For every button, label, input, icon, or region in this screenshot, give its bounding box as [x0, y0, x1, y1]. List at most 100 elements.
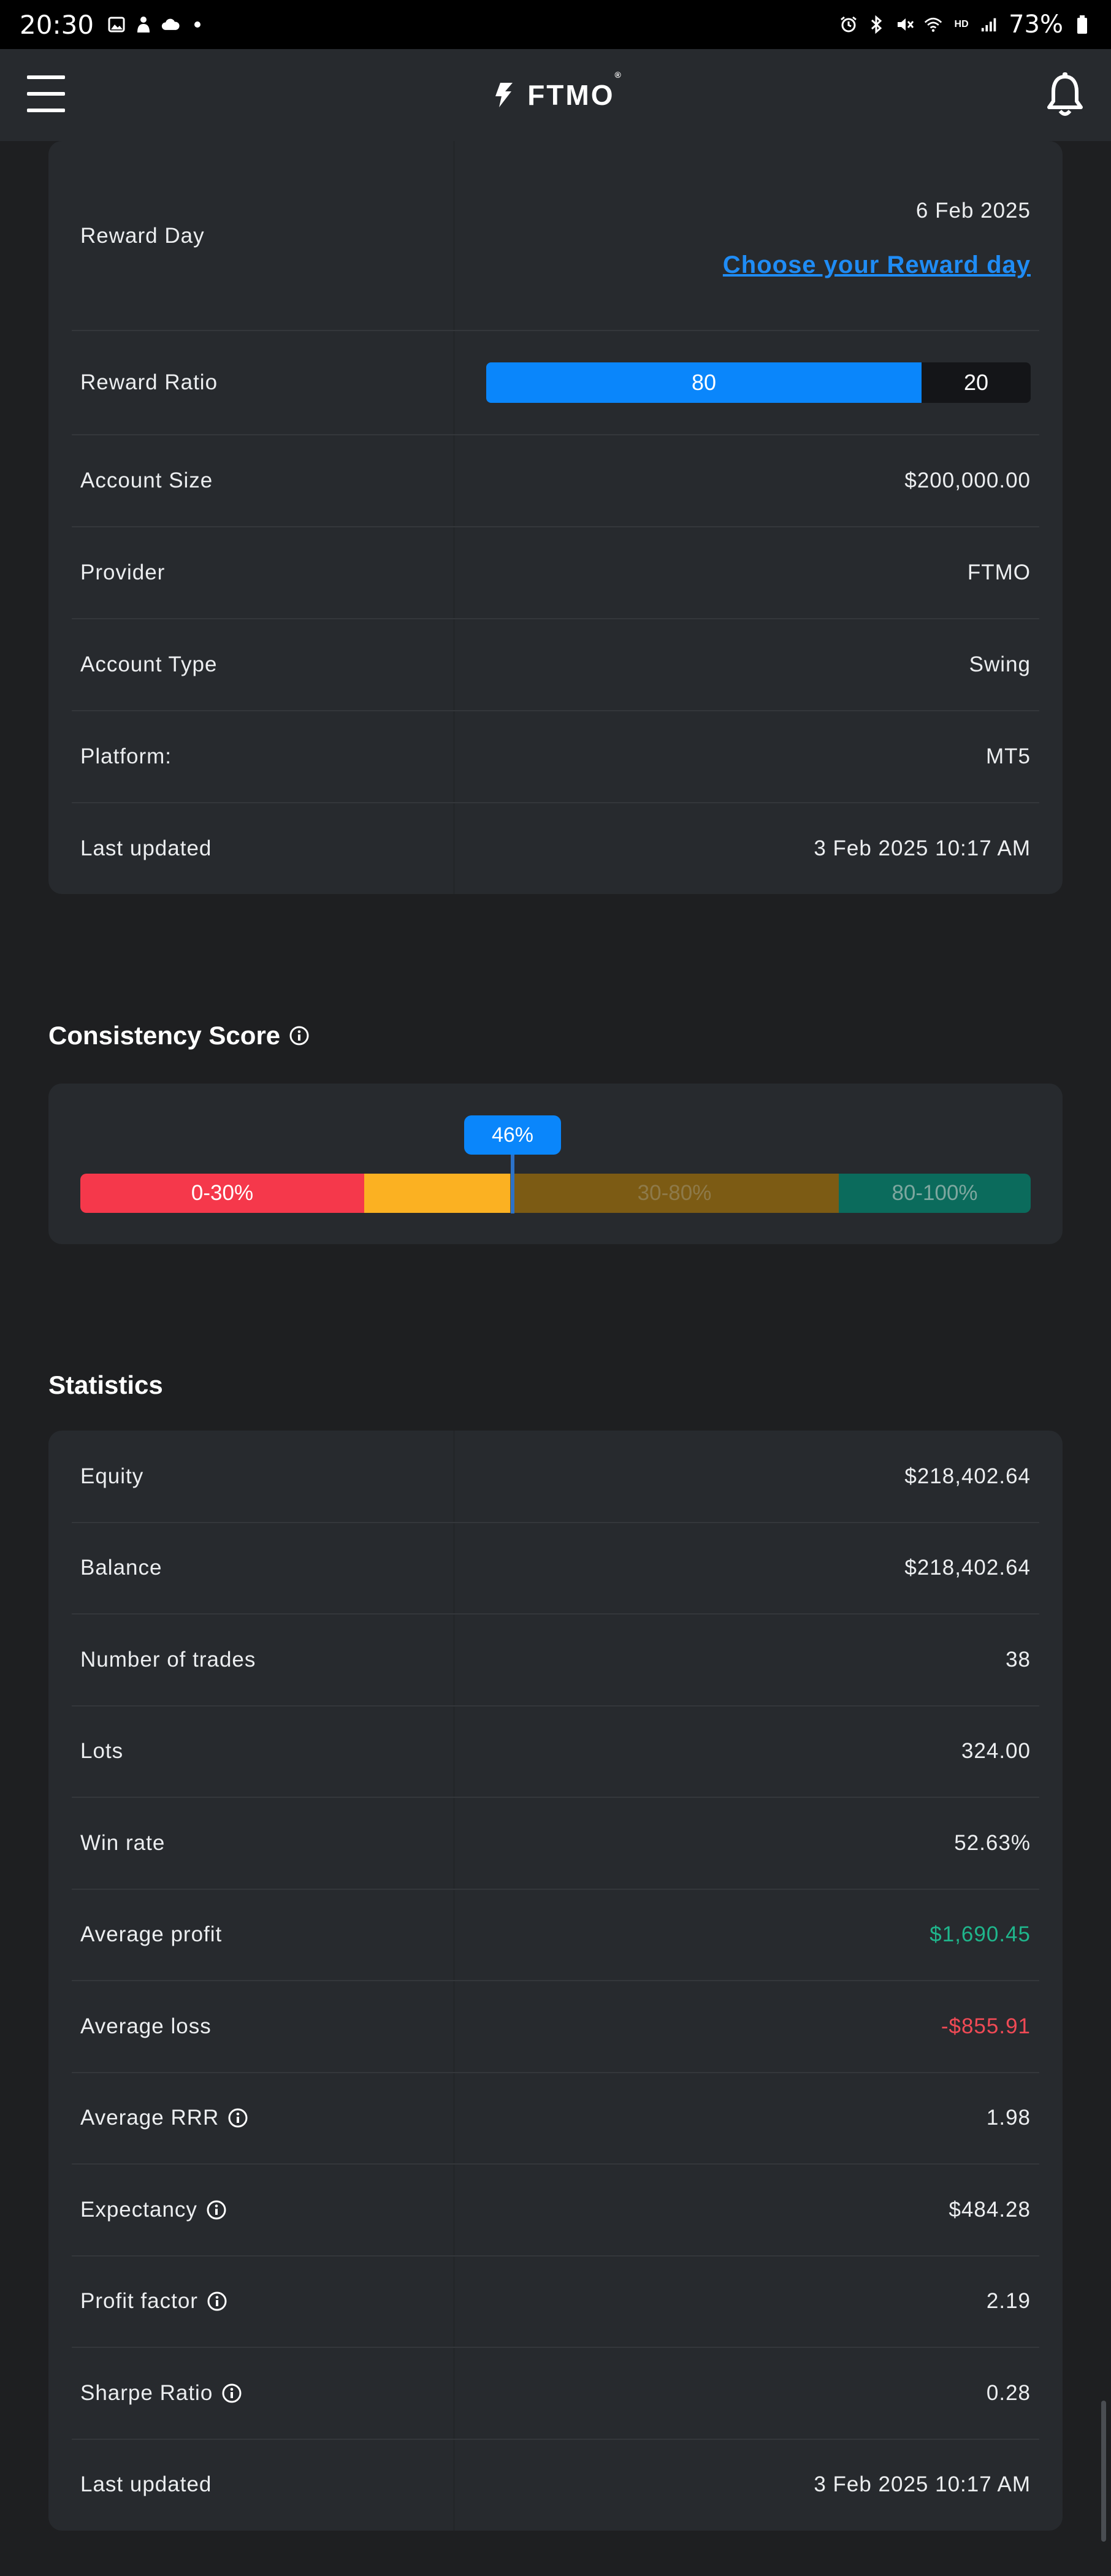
alarm-icon	[839, 15, 858, 34]
notifications-bell-icon[interactable]	[1044, 71, 1086, 120]
stat-value: 52.63%	[954, 1830, 1031, 1855]
stat-label-text: Balance	[80, 1556, 162, 1580]
stat-value: 3 Feb 2025 10:17 AM	[814, 2472, 1031, 2497]
ftmo-logo[interactable]: FTMO®	[488, 70, 623, 112]
stat-row: Balance $218,402.64	[48, 1523, 1063, 1615]
stat-value: $484.28	[949, 2197, 1031, 2222]
stat-label: Lots	[80, 1739, 123, 1764]
notification-icons	[107, 15, 207, 34]
stat-value: 0.28	[986, 2380, 1031, 2405]
account-type-row: Account Type Swing	[48, 619, 1063, 710]
stat-label: Expectancy	[80, 2198, 227, 2222]
battery-icon	[1073, 15, 1091, 34]
account-last-updated-row: Last updated 3 Feb 2025 10:17 AM	[48, 803, 1063, 894]
stat-label-text: Average loss	[80, 2014, 212, 2038]
stat-row: Number of trades 38	[48, 1614, 1063, 1706]
provider-row: Provider FTMO	[48, 527, 1063, 618]
stat-value: $1,690.45	[930, 1922, 1031, 1947]
reward-day-value: 6 Feb 2025	[915, 198, 1031, 223]
bluetooth-icon	[868, 15, 886, 34]
hd-icon: HD	[954, 19, 969, 29]
stat-label-text: Profit factor	[80, 2289, 198, 2314]
stat-row: Win rate 52.63%	[48, 1797, 1063, 1889]
stat-value: 1.98	[986, 2106, 1031, 2130]
info-icon[interactable]	[289, 1025, 310, 1046]
consistency-score-card: 0-30% 30-80% 80-100% 46%	[48, 1084, 1063, 1244]
stat-row: Lots 324.00	[48, 1706, 1063, 1798]
stat-label-text: Average RRR	[80, 2106, 220, 2130]
battery-percentage: 73%	[1009, 10, 1063, 39]
stat-value: 2.19	[986, 2289, 1031, 2314]
stat-label: Average loss	[80, 2014, 212, 2039]
stat-label-text: Lots	[80, 1739, 124, 1764]
stat-value: 324.00	[961, 1739, 1031, 1764]
statistics-card: Equity $218,402.64 Balance $218,402.64 Numbe…	[48, 1431, 1063, 2531]
stat-label-text: Average profit	[80, 1922, 223, 1947]
ftmo-logo-mark-icon	[495, 83, 513, 107]
stat-label: Sharpe Ratio	[80, 2381, 242, 2406]
status-bar: 20:30 HD 73%	[0, 0, 1111, 49]
stat-row: Average loss -$855.91	[48, 1981, 1063, 2073]
stat-row: Sharpe Ratio 0.28	[48, 2347, 1063, 2439]
stat-label-text: Equity	[80, 1464, 144, 1488]
account-type-value: Swing	[969, 652, 1031, 676]
stat-value: $218,402.64	[904, 1556, 1031, 1580]
stat-row: Average profit $1,690.45	[48, 1889, 1063, 1981]
account-size-label: Account Size	[80, 468, 213, 492]
reward-day-label: Reward Day	[80, 224, 205, 248]
wifi-icon	[924, 15, 942, 34]
consistency-score-title: Consistency Score	[48, 1021, 310, 1050]
score-segment-filled	[364, 1174, 510, 1213]
platform-label: Platform:	[80, 744, 172, 768]
score-marker	[511, 1145, 514, 1213]
dot-icon	[188, 15, 207, 34]
platform-row: Platform: MT5	[48, 711, 1063, 802]
stat-row: Profit factor 2.19	[48, 2256, 1063, 2348]
account-size-value: $200,000.00	[904, 468, 1031, 492]
stat-label: Last updated	[80, 2472, 212, 2497]
logo-text: FTMO®	[527, 70, 623, 111]
stat-label-text: Expectancy	[80, 2197, 197, 2222]
stat-row: Expectancy $484.28	[48, 2164, 1063, 2256]
score-segment-mid: 30-80%	[510, 1174, 839, 1213]
gallery-icon	[107, 15, 126, 34]
info-icon[interactable]	[207, 2291, 227, 2312]
choose-reward-day-link[interactable]: Choose your Reward day	[722, 251, 1031, 278]
stat-value: 38	[1006, 1647, 1031, 1672]
status-time: 20:30	[20, 9, 94, 40]
stat-row: Average RRR 1.98	[48, 2073, 1063, 2165]
info-icon[interactable]	[206, 2200, 227, 2220]
mute-icon	[896, 15, 914, 34]
provider-label: Provider	[80, 560, 166, 584]
score-segment-low: 0-30%	[80, 1174, 364, 1213]
account-last-updated-label: Last updated	[80, 836, 212, 860]
scrollbar-thumb[interactable]	[1101, 2401, 1106, 2542]
consistency-score-bar: 0-30% 30-80% 80-100%	[80, 1174, 1031, 1213]
account-details-card: Reward Day 6 Feb 2025 Choose your Reward…	[48, 141, 1063, 894]
account-type-label: Account Type	[80, 652, 218, 676]
reward-ratio-ftmo-share: 20	[922, 362, 1031, 403]
provider-value: FTMO	[967, 560, 1031, 584]
account-last-updated-value: 3 Feb 2025 10:17 AM	[814, 836, 1031, 860]
reward-ratio-trader-share: 80	[486, 362, 922, 403]
stat-row: Last updated 3 Feb 2025 10:17 AM	[48, 2439, 1063, 2531]
stat-label: Win rate	[80, 1831, 165, 1856]
stat-label: Equity	[80, 1464, 143, 1489]
info-icon[interactable]	[221, 2383, 242, 2404]
stat-label: Profit factor	[80, 2289, 227, 2314]
stat-label-text: Last updated	[80, 2472, 212, 2497]
platform-value: MT5	[986, 744, 1031, 768]
stat-label: Average profit	[80, 1922, 222, 1947]
system-icons: HD 73%	[839, 10, 1091, 39]
stat-label: Average RRR	[80, 2106, 248, 2130]
stat-label-text: Win rate	[80, 1830, 166, 1855]
info-icon[interactable]	[227, 2108, 248, 2128]
stat-label: Number of trades	[80, 1648, 256, 1672]
reward-ratio-row: Reward Ratio 80 20	[48, 331, 1063, 434]
reward-ratio-bar: 80 20	[486, 362, 1031, 403]
stat-value: -$855.91	[941, 2014, 1031, 2038]
score-segment-high: 80-100%	[839, 1174, 1031, 1213]
signal-icon	[980, 15, 999, 34]
menu-icon[interactable]	[25, 72, 67, 115]
stat-value: $218,402.64	[904, 1464, 1031, 1488]
